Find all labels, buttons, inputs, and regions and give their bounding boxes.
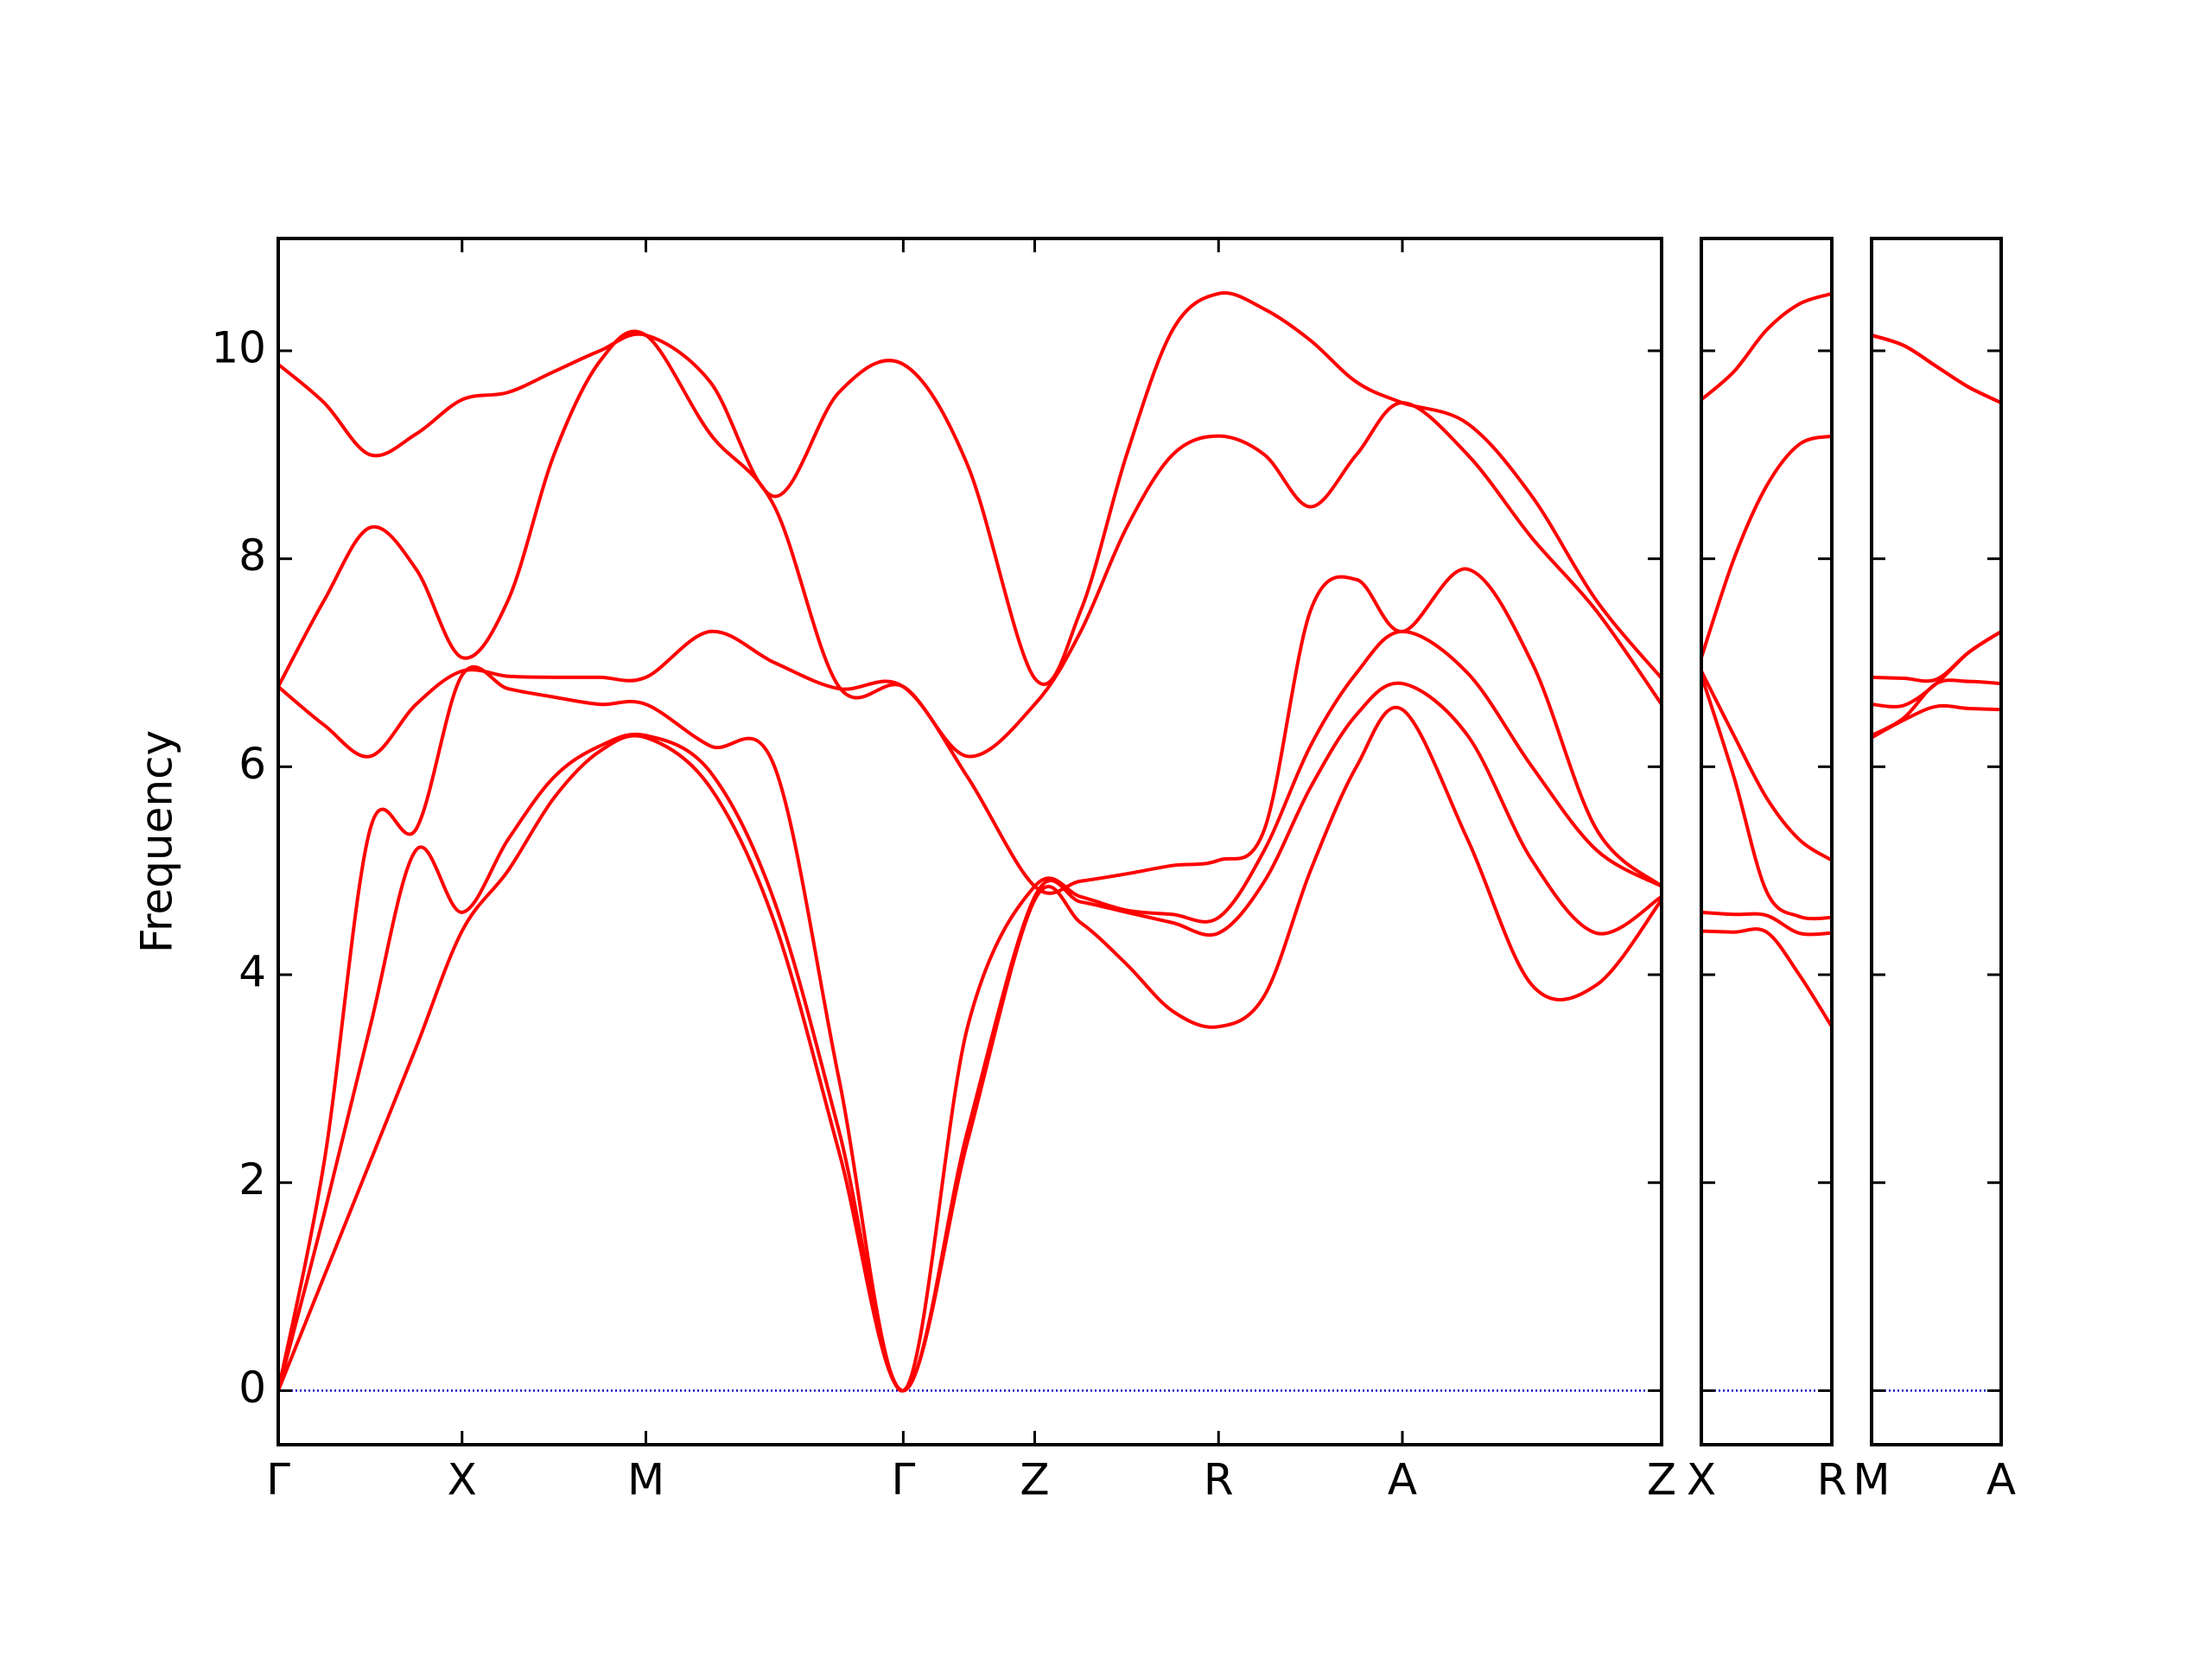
axes-frame bbox=[1700, 237, 1834, 1446]
y-tick-label: 0 bbox=[238, 1363, 266, 1413]
band-line bbox=[1700, 674, 1833, 921]
band-line bbox=[276, 629, 1662, 1393]
band-line bbox=[1700, 910, 1833, 937]
band-line bbox=[276, 291, 1663, 686]
x-tick-label: X bbox=[448, 1455, 477, 1505]
band-line bbox=[276, 567, 1663, 895]
x-tick-label: Z bbox=[1647, 1455, 1676, 1505]
x-tick-label: M bbox=[627, 1455, 664, 1505]
x-tick-label: A bbox=[1388, 1455, 1417, 1505]
x-tick-label: R bbox=[1817, 1455, 1847, 1505]
x-tick-label: M bbox=[1853, 1455, 1890, 1505]
x-tick-label: R bbox=[1204, 1455, 1234, 1505]
axes-frame bbox=[1870, 237, 2003, 1446]
x-tick-label: A bbox=[1986, 1455, 2016, 1505]
y-tick-label: 4 bbox=[238, 947, 266, 997]
y-tick-label: 8 bbox=[238, 531, 266, 581]
band-line bbox=[1700, 434, 1833, 658]
y-tick-label: 10 bbox=[211, 322, 266, 372]
y-tick-label: 2 bbox=[238, 1154, 266, 1205]
band-line bbox=[1871, 630, 2003, 683]
x-tick-label: Γ bbox=[891, 1455, 915, 1505]
axes-frame bbox=[276, 237, 1663, 1446]
x-tick-label: Z bbox=[1020, 1455, 1049, 1505]
band-line bbox=[1700, 927, 1834, 1028]
band-line bbox=[1871, 334, 2002, 404]
x-tick-label: X bbox=[1687, 1455, 1716, 1505]
band-line bbox=[276, 329, 1663, 759]
band-line bbox=[276, 681, 1663, 1393]
y-tick-label: 6 bbox=[238, 739, 266, 789]
band-line bbox=[1700, 291, 1833, 402]
x-tick-label: Γ bbox=[266, 1455, 290, 1505]
band-line bbox=[1700, 670, 1834, 862]
y-axis-label: Frequency bbox=[132, 730, 182, 953]
